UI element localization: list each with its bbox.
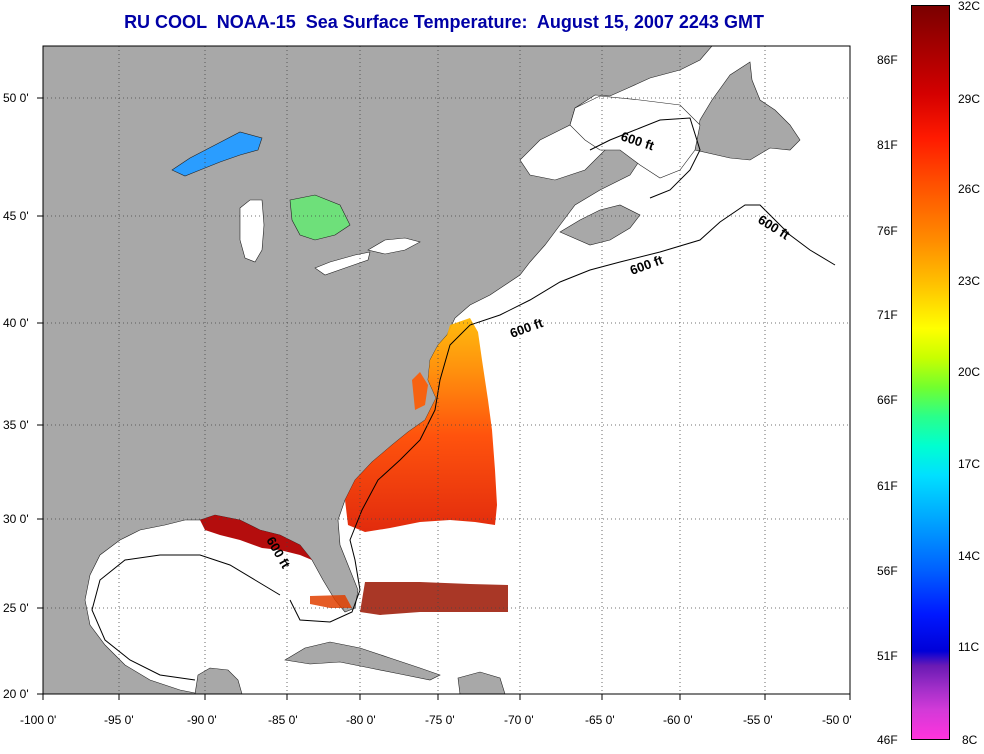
sst-chesapeake (412, 372, 428, 410)
gulf-of-st-lawrence (569, 95, 701, 179)
land-cuba (284, 641, 441, 681)
colorbar-f-label: 81F (877, 138, 898, 152)
lat-label: 45 0' (3, 209, 29, 223)
colorbar-f-label: 76F (877, 224, 898, 238)
ticks (37, 97, 851, 700)
lake-ontario (367, 237, 421, 255)
lat-label: 25 0' (3, 601, 29, 615)
colorbar-c-label: 29C (958, 92, 981, 106)
lat-label: 20 0' (3, 687, 29, 701)
colorbar-f-label: 46F (877, 733, 898, 747)
lon-label: -100 0' (20, 713, 57, 727)
lat-label: 30 0' (3, 512, 29, 526)
lat-label: 50 0' (3, 91, 29, 105)
temperature-colorbar (911, 5, 950, 740)
lake-erie (314, 251, 371, 276)
lake-michigan (239, 199, 265, 263)
sst-straits (310, 595, 352, 608)
colorbar-c-label: 17C (958, 457, 981, 471)
colorbar-f-label: 71F (877, 308, 898, 322)
lat-label: 40 0' (3, 316, 29, 330)
land-newfoundland (694, 61, 801, 161)
sst-bahamas (360, 582, 508, 615)
sst-gulf-of-mexico (200, 515, 312, 560)
lon-label: -85 0' (268, 713, 298, 727)
lon-label: -95 0' (104, 713, 134, 727)
lat-label: 35 0' (3, 418, 29, 432)
lon-label: -55 0' (743, 713, 773, 727)
land-hispaniola (457, 671, 506, 694)
lake-superior (171, 131, 263, 177)
colorbar-f-label: 51F (877, 649, 898, 663)
colorbar-c-label: 8C (962, 733, 978, 747)
lon-label: -75 0' (425, 713, 455, 727)
lon-label: -80 0' (346, 713, 376, 727)
colorbar-f-label: 61F (877, 479, 898, 493)
sst-gulf-stream (345, 318, 497, 532)
land-nova-scotia (559, 204, 641, 246)
colorbar-c-label: 23C (958, 274, 981, 288)
lon-label: -70 0' (504, 713, 534, 727)
isobath-600ft-gulf (91, 554, 281, 681)
lon-label: -60 0' (663, 713, 693, 727)
colorbar-c-label: 26C (958, 182, 981, 196)
colorbar-f-label: 56F (877, 564, 898, 578)
lon-label: -90 0' (187, 713, 217, 727)
map-title: RU COOL NOAA-15 Sea Surface Temperature:… (124, 12, 764, 32)
isobath-600ft-stlawrence (589, 117, 701, 199)
lon-label: -65 0' (585, 713, 615, 727)
land-yucatan (194, 667, 243, 694)
colorbar-c-label: 20C (958, 365, 981, 379)
lake-huron (289, 194, 351, 241)
colorbar-c-label: 14C (958, 549, 981, 563)
lon-label: -50 0' (822, 713, 852, 727)
colorbar-c-label: 32C (958, 0, 981, 13)
colorbar-f-label: 66F (877, 393, 898, 407)
colorbar-c-label: 11C (958, 640, 980, 654)
plot-border (42, 45, 851, 695)
grid (43, 46, 850, 694)
isobath-600ft (289, 204, 836, 623)
colorbar-f-label: 86F (877, 53, 898, 67)
